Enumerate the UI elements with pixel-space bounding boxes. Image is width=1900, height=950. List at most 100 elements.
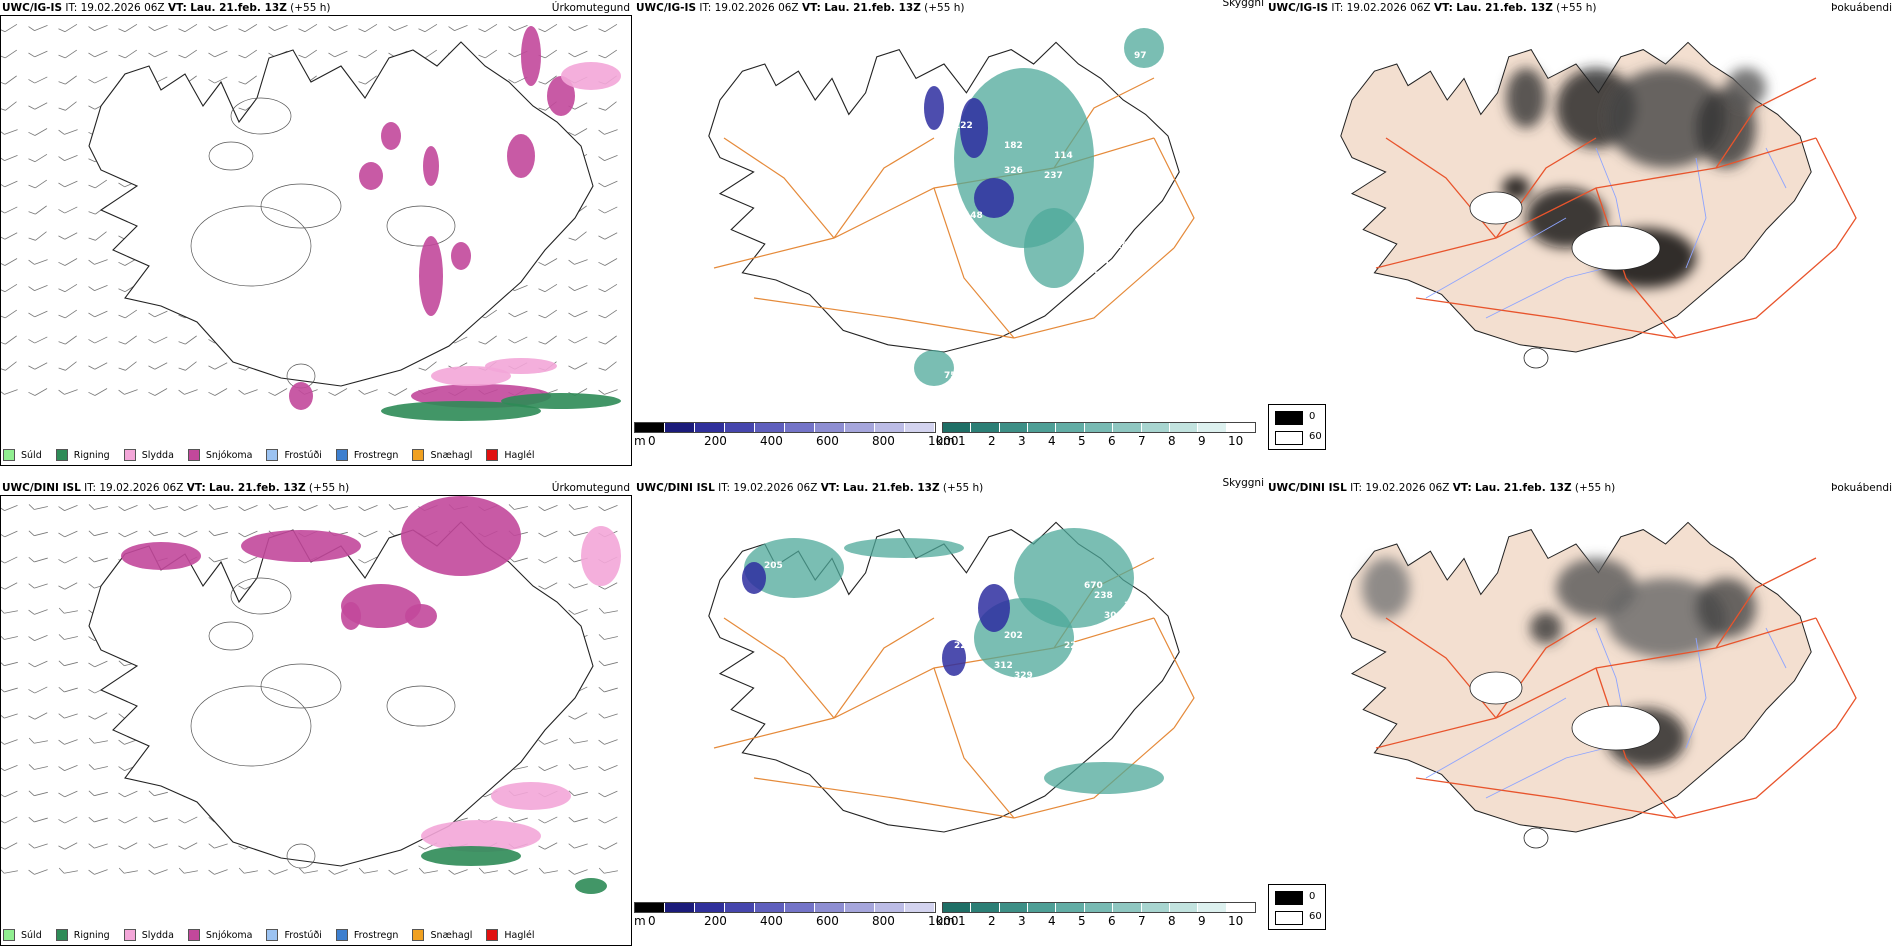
legend-item: Frostregn <box>335 449 398 461</box>
wind-barb <box>58 607 78 614</box>
wind-barb <box>58 49 78 59</box>
fog-spot <box>1696 88 1756 168</box>
ceiling-colorbar: m 0 200 400 600 800 1000 <box>634 422 959 458</box>
visibility-panel: UWC/DINI ISL IT: 19.02.2026 06Z VT: Lau.… <box>634 477 1326 950</box>
road <box>1815 617 1857 729</box>
wind-barb <box>28 737 48 744</box>
wind-barb <box>1 660 18 667</box>
wind-barb <box>478 335 497 345</box>
wind-barb <box>538 309 558 319</box>
ceiling-tick: 1000 <box>928 434 959 448</box>
model-name: UWC/IG-IS <box>1268 2 1329 14</box>
wind-barb <box>568 362 588 370</box>
wind-barb <box>58 206 78 214</box>
wind-barb <box>88 259 108 265</box>
wind-barb <box>178 530 198 538</box>
visibility-tick: 7 <box>1138 914 1146 928</box>
snow-area <box>507 134 535 178</box>
wind-barb <box>598 686 618 693</box>
legend-label: Snjókoma <box>205 449 253 461</box>
legend-swatch <box>187 929 200 941</box>
ceiling-colorbar: m 0 200 400 600 800 1000 <box>634 902 959 938</box>
wind-barb <box>568 869 588 875</box>
visibility-tick: 6 <box>1108 434 1116 448</box>
wind-barb <box>58 530 78 538</box>
wind-barb <box>88 388 108 396</box>
vt-value: Lau. 21.feb. 13Z <box>190 2 287 14</box>
visibility-tick: 6 <box>1108 914 1116 928</box>
visibility-tick: 5 <box>1078 914 1086 928</box>
wind-barb <box>538 739 558 745</box>
legend-item: Haglél <box>486 449 535 461</box>
glacier <box>1523 827 1549 849</box>
precip-areas <box>121 496 621 894</box>
wind-barb <box>1 335 17 345</box>
ceiling-value: 205 <box>764 561 783 571</box>
wind-barb <box>538 867 558 874</box>
road <box>723 617 835 719</box>
road <box>1715 557 1817 649</box>
precip-areas <box>289 26 621 421</box>
ceiling-value: 312 <box>994 661 1013 671</box>
wind-barb <box>28 530 48 537</box>
vt-label: VT: <box>167 2 187 14</box>
lead-time: (+55 h) <box>924 2 965 14</box>
wind-barb <box>88 869 108 875</box>
wind-barb <box>28 25 48 31</box>
wind-barb <box>358 49 378 59</box>
legend-swatch <box>412 449 425 461</box>
road <box>1715 77 1817 169</box>
wind-barb <box>388 25 408 31</box>
ceiling-value: 154 <box>1064 661 1083 671</box>
wind-barb <box>598 49 618 59</box>
wind-barb <box>598 790 618 798</box>
low-ceiling-area <box>960 98 988 158</box>
wind-barb <box>598 23 618 33</box>
it-value: 19.02.2026 06Z <box>733 482 818 494</box>
road <box>1153 137 1195 249</box>
ceiling-value: 417 <box>1074 291 1093 301</box>
wind-barb <box>118 361 137 371</box>
visibility-tick: 3 <box>1018 914 1026 928</box>
ceiling-value: 322 <box>1124 601 1143 611</box>
lead-time: (+55 h) <box>1574 482 1616 494</box>
legend-item: Frostregn <box>335 929 398 941</box>
sleet-area <box>485 358 557 374</box>
wind-barb <box>88 764 108 770</box>
glacier <box>1469 191 1523 225</box>
visibility-unit: km <box>936 914 955 928</box>
wind-barb <box>178 816 198 824</box>
wind-barb <box>88 816 108 823</box>
contour-line <box>230 97 292 135</box>
wind-barb <box>58 660 78 667</box>
legend-swatch <box>486 929 499 941</box>
wind-barb <box>598 283 618 293</box>
wind-barb <box>58 790 78 798</box>
wind-barb <box>208 504 228 510</box>
ceiling-tick: 800 <box>872 914 895 928</box>
wind-barb <box>208 25 228 31</box>
ceiling-value: 225 <box>1064 641 1083 651</box>
fog-map <box>1340 41 1857 369</box>
snow-area <box>341 584 421 628</box>
panel-header: UWC/DINI ISL IT: 19.02.2026 06Z VT: Lau.… <box>1268 482 1615 494</box>
wind-barb <box>88 76 108 84</box>
product-title: Úrkomutegund <box>551 2 630 14</box>
wind-barb <box>28 205 47 215</box>
low-visibility-area <box>1044 762 1164 794</box>
wind-barb <box>1 607 18 614</box>
visibility-tick: 8 <box>1168 914 1176 928</box>
wind-barb <box>118 790 138 798</box>
vt-label: VT: <box>820 482 840 494</box>
wind-barb <box>1 389 18 395</box>
wind-barb <box>148 869 168 875</box>
wind-barb <box>568 310 588 318</box>
wind-barb <box>298 23 318 33</box>
snow-area <box>381 122 401 150</box>
it-label: IT: <box>65 2 78 14</box>
wind-barb <box>178 389 198 395</box>
snow-area <box>401 496 521 576</box>
wind-barb <box>568 231 587 241</box>
wind-barb <box>598 101 617 111</box>
